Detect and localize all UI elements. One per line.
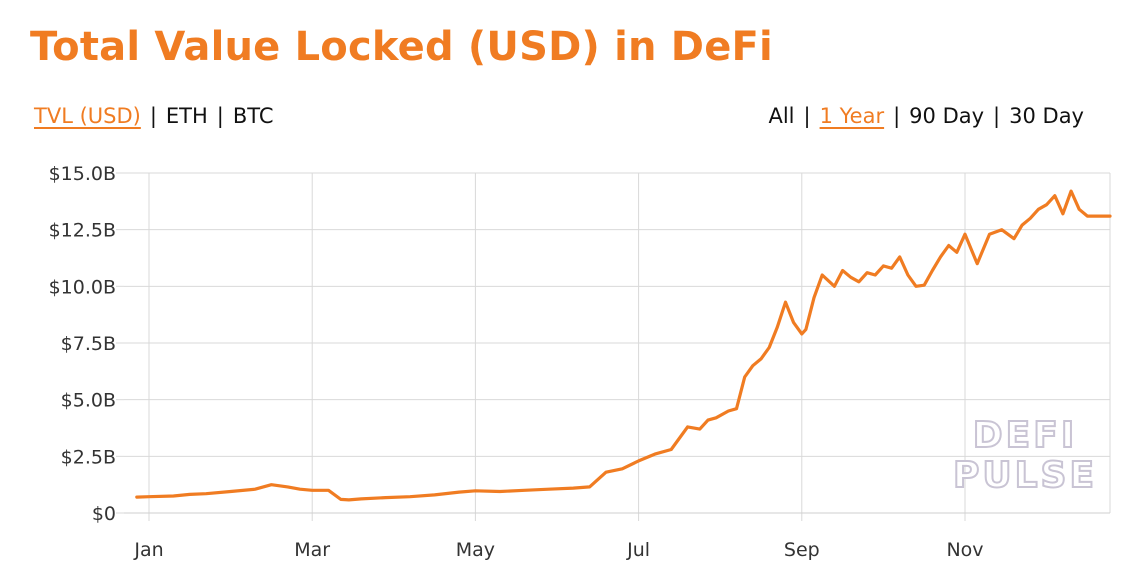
watermark-line-2: PULSE xyxy=(953,455,1097,496)
range-tabs: All | 1 Year | 90 Day | 30 Day xyxy=(768,104,1084,128)
x-tick-label: Nov xyxy=(946,539,983,561)
defi-pulse-watermark: DEFI PULSE xyxy=(952,414,1097,497)
metric-tabs: TVL (USD) | ETH | BTC xyxy=(34,104,274,128)
tab-1-year[interactable]: 1 Year xyxy=(819,104,885,128)
x-tick-label: Sep xyxy=(784,539,820,561)
tvl-line-chart[interactable]: $0 $2.5B $5.0B $7.5B $10.0B $12.5B $15.0B Jan M… xyxy=(0,150,1132,576)
y-tick-label: $2.5B xyxy=(61,446,116,468)
tab-separator: | xyxy=(216,104,224,128)
y-tick-label: $7.5B xyxy=(61,333,116,355)
tab-separator: | xyxy=(149,104,157,128)
x-tick-label: Jul xyxy=(626,539,650,561)
tab-separator: | xyxy=(803,104,811,128)
y-tick-label: $12.5B xyxy=(49,220,116,242)
tab-eth[interactable]: ETH xyxy=(165,104,208,128)
chart-grid xyxy=(116,172,1111,521)
y-tick-label: $15.0B xyxy=(49,163,116,185)
tab-btc[interactable]: BTC xyxy=(232,104,274,128)
y-tick-label: $5.0B xyxy=(61,390,116,412)
y-tick-label: $0 xyxy=(92,503,116,525)
tvl-series-line xyxy=(135,189,1112,502)
y-axis: $0 $2.5B $5.0B $7.5B $10.0B $12.5B $15.0B xyxy=(49,163,116,525)
x-tick-label: Mar xyxy=(294,539,330,561)
y-tick-label: $10.0B xyxy=(49,276,116,298)
tab-separator: | xyxy=(893,104,901,128)
tab-tvl-usd[interactable]: TVL (USD) xyxy=(34,104,141,128)
tab-30-day[interactable]: 30 Day xyxy=(1009,104,1084,128)
chart-title: Total Value Locked (USD) in DeFi xyxy=(30,24,773,70)
tab-all[interactable]: All xyxy=(768,104,795,128)
x-axis: Jan Mar May Jul Sep Nov xyxy=(133,539,983,561)
x-tick-label: May xyxy=(456,539,495,561)
watermark-line-1: DEFI xyxy=(973,415,1077,456)
tab-90-day[interactable]: 90 Day xyxy=(909,104,985,128)
chart-series xyxy=(135,189,1112,502)
x-tick-label: Jan xyxy=(133,539,163,561)
tab-separator: | xyxy=(993,104,1001,128)
